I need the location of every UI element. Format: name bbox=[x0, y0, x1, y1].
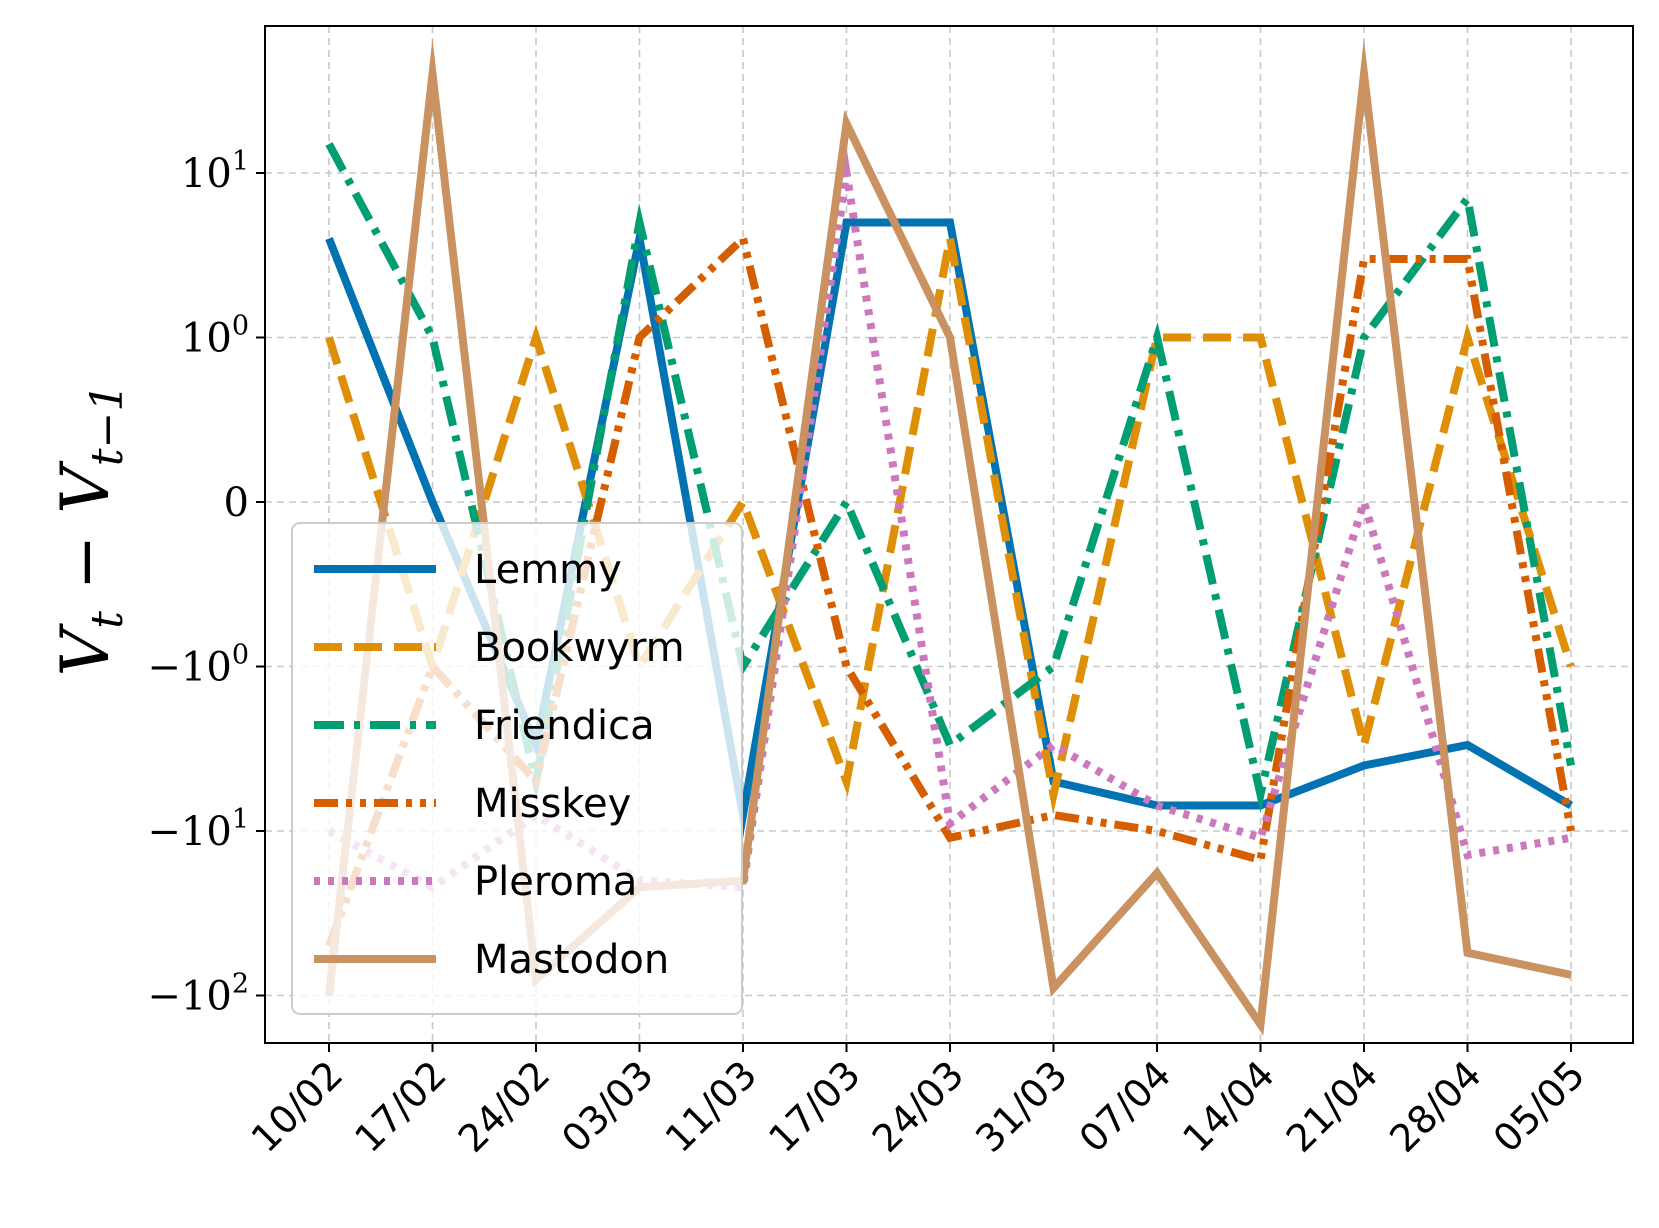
y-tick-label: −101 bbox=[147, 804, 249, 855]
y-tick-label: 100 bbox=[181, 311, 249, 362]
series-line-bookwyrm bbox=[325, 216, 1575, 815]
legend-label-pleroma: Pleroma bbox=[474, 859, 637, 905]
legend-label-misskey: Misskey bbox=[474, 781, 631, 827]
y-axis-label: Vt − Vt−1 bbox=[47, 384, 133, 677]
y-tick-label: 101 bbox=[181, 146, 249, 197]
legend-label-lemmy: Lemmy bbox=[474, 547, 622, 593]
y-tick-label: 0 bbox=[224, 480, 249, 526]
legend-label-bookwyrm: Bookwyrm bbox=[474, 625, 685, 671]
legend-label-friendica: Friendica bbox=[474, 703, 655, 749]
legend-label-mastodon: Mastodon bbox=[474, 937, 669, 983]
y-tick-label: −100 bbox=[147, 640, 249, 691]
y-axis: −102 −101 −100 0 100 101 bbox=[147, 146, 265, 1020]
legend: Lemmy Bookwyrm Friendica Misskey Pleroma Mast… bbox=[291, 522, 743, 1015]
y-tick-label: −102 bbox=[147, 969, 249, 1020]
series-line-pleroma bbox=[327, 146, 1572, 892]
